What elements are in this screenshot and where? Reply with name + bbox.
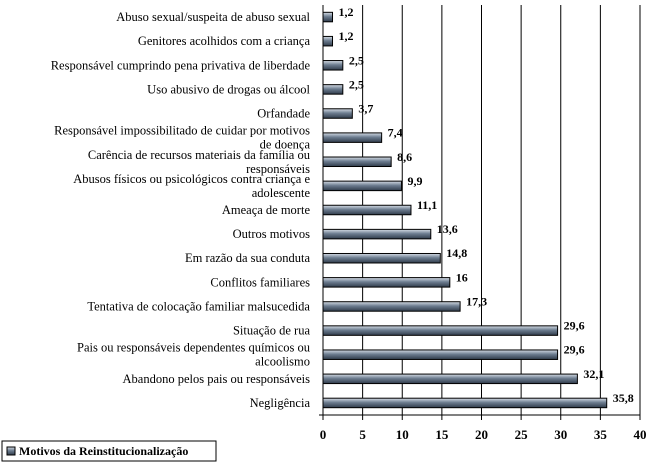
value-label: 2,5 [349,53,364,67]
value-label: 16 [456,270,468,284]
bar [322,11,334,23]
bar [322,60,344,71]
x-axis: 0 5 10 15 20 25 30 35 40 [319,5,647,442]
bar [322,132,383,143]
bar [322,349,559,360]
value-label: 14,8 [446,246,467,260]
category-labels: Abuso sexual/suspeita de abuso sexual Gen… [51,10,311,410]
bars [322,11,608,409]
category-label: Abuso sexual/suspeita de abuso sexual [116,10,310,24]
value-label: 32,1 [583,367,604,381]
category-label: Pais ou responsáveis dependentes químico… [77,341,311,369]
category-label: Carência de recursos materiais da famíli… [88,148,311,176]
value-label: 2,5 [349,77,364,91]
category-label: Abandono pelos pais ou responsáveis [123,372,311,386]
category-label: Uso abusivo de drogas ou álcool [147,82,310,96]
bar [322,397,608,409]
bar [322,35,334,47]
category-label: Responsável cumprindo pena privativa de … [51,58,311,72]
x-tick-label: 15 [435,427,449,442]
value-label: 17,3 [466,294,487,308]
category-label: Ameaça de morte [222,203,311,217]
x-tick-label: 0 [320,427,327,442]
value-label: 29,6 [564,343,585,357]
bar [322,84,344,95]
bar [322,301,461,312]
bar [322,252,441,264]
x-tick-label: 20 [475,427,488,442]
value-label: 11,1 [417,198,437,212]
legend-box [1,440,217,462]
legend: Motivos da Reinstitucionalização [1,440,217,462]
bar [322,204,412,216]
category-label: Outros motivos [233,227,311,241]
category-label: Genitores acolhidos com a criança [138,34,311,48]
value-label: 8,6 [397,150,412,164]
category-label: Situação de rua [233,324,311,338]
value-label: 3,7 [358,102,373,116]
category-label: Em razão da sua conduta [185,251,310,265]
x-tick-label: 25 [515,427,529,442]
bar [322,373,578,385]
value-label: 1,2 [339,29,354,43]
category-label: Orfandade [257,107,310,121]
x-tick-label: 5 [359,427,366,442]
value-label: 1,2 [339,5,354,19]
x-tick-label: 30 [554,427,567,442]
legend-label: Motivos da Reinstitucionalização [19,444,188,458]
value-label: 35,8 [613,391,634,405]
category-label: Abusos físicos ou psicológicos contra cr… [73,172,310,200]
value-label: 7,4 [388,126,403,140]
category-label: Responsável impossibilitado de cuidar po… [54,124,310,152]
category-label: Negligência [250,396,311,410]
value-label: 13,6 [437,222,458,236]
category-label: Tentativa de colocação familiar malsuced… [87,299,310,313]
x-tick-label: 40 [634,427,647,442]
category-label: Conflitos familiares [210,275,310,289]
bar [322,325,559,336]
value-label: 29,6 [564,319,585,333]
value-label: 9,9 [407,174,422,188]
x-tick-label: 10 [396,427,409,442]
bar [322,108,353,119]
x-tick-label: 35 [594,427,608,442]
bar [322,228,432,240]
legend-swatch [6,446,16,456]
bar [322,180,402,192]
bar [322,277,451,288]
value-labels: 1,2 1,2 2,5 2,5 3,7 7,4 8,6 9,9 11,113,6 14,8 16 17… [339,5,634,405]
bar [322,156,392,168]
